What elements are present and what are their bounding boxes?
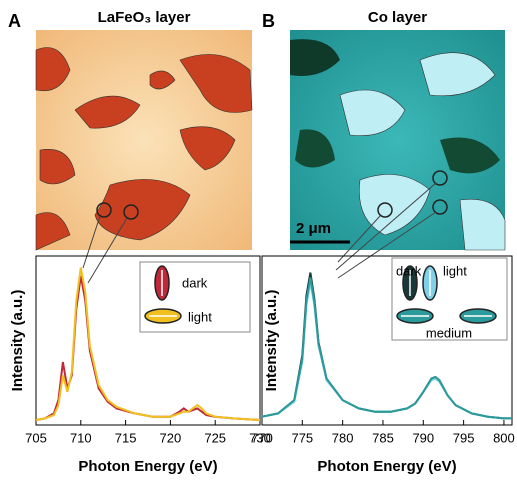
legend-label: dark [182, 275, 208, 290]
x-axis-label: Photon Energy (eV) [317, 458, 456, 475]
y-axis-label: Intensity (a.u.) [263, 290, 280, 392]
panel-title: LaFeO₃ layer [98, 9, 191, 26]
x-tick-label: 770 [251, 430, 273, 445]
spectrum-line [35, 275, 261, 421]
scale-bar-label: 2 μm [296, 220, 331, 237]
x-axis-label: Photon Energy (eV) [78, 458, 217, 475]
x-tick-label: 710 [70, 430, 92, 445]
domain-image-a [35, 30, 253, 251]
legend-label: medium [426, 325, 472, 340]
legend-label: light [188, 309, 212, 324]
spectrum-line [261, 277, 512, 420]
x-tick-label: 725 [204, 430, 226, 445]
legend-label: light [443, 263, 467, 278]
x-tick-label: 775 [291, 430, 313, 445]
x-tick-label: 785 [372, 430, 394, 445]
x-tick-label: 705 [25, 430, 47, 445]
x-tick-label: 800 [493, 430, 515, 445]
x-tick-label: 780 [332, 430, 354, 445]
x-tick-label: 715 [115, 430, 137, 445]
x-tick-label: 790 [412, 430, 434, 445]
x-tick-label: 730 [249, 430, 271, 445]
panel-title: Co layer [368, 9, 427, 26]
x-tick-label: 720 [160, 430, 182, 445]
panel-label: B [262, 11, 275, 31]
domain-image-b [290, 30, 506, 251]
x-tick-label: 795 [453, 430, 475, 445]
plot-frame [35, 255, 261, 426]
legend-label: dark [396, 263, 422, 278]
y-axis-label: Intensity (a.u.) [9, 290, 26, 392]
panel-label: A [8, 11, 21, 31]
plot-frame [261, 255, 513, 426]
spectrum-line [35, 267, 261, 421]
